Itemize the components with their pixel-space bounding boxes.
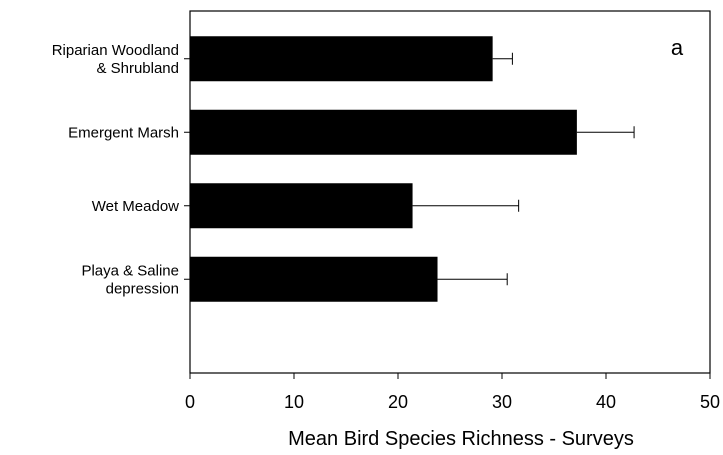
category-label-2: Wet Meadow — [92, 198, 179, 215]
bars-group — [190, 36, 577, 302]
bar-1 — [190, 109, 577, 155]
bar-2 — [190, 183, 413, 229]
panel-label: a — [671, 35, 684, 60]
x-tick-label-4: 40 — [596, 392, 616, 412]
x-axis: 0 10 20 30 40 50 — [185, 373, 720, 412]
x-tick-label-1: 10 — [284, 392, 304, 412]
y-axis: Riparian Woodland & Shrubland Emergent Mar… — [52, 42, 190, 297]
category-label-1: Emergent Marsh — [68, 124, 179, 141]
category-label-3: Playa & Saline depression — [81, 262, 179, 297]
x-tick-label-0: 0 — [185, 392, 195, 412]
error-bars-group — [412, 52, 635, 286]
category-label-0: Riparian Woodland & Shrubland — [52, 42, 179, 77]
bar-0 — [190, 36, 493, 82]
x-axis-title: Mean Bird Species Richness - Surveys — [288, 428, 634, 450]
x-tick-label-2: 20 — [388, 392, 408, 412]
bar-3 — [190, 256, 438, 302]
x-tick-label-5: 50 — [700, 392, 720, 412]
x-tick-label-3: 30 — [492, 392, 512, 412]
